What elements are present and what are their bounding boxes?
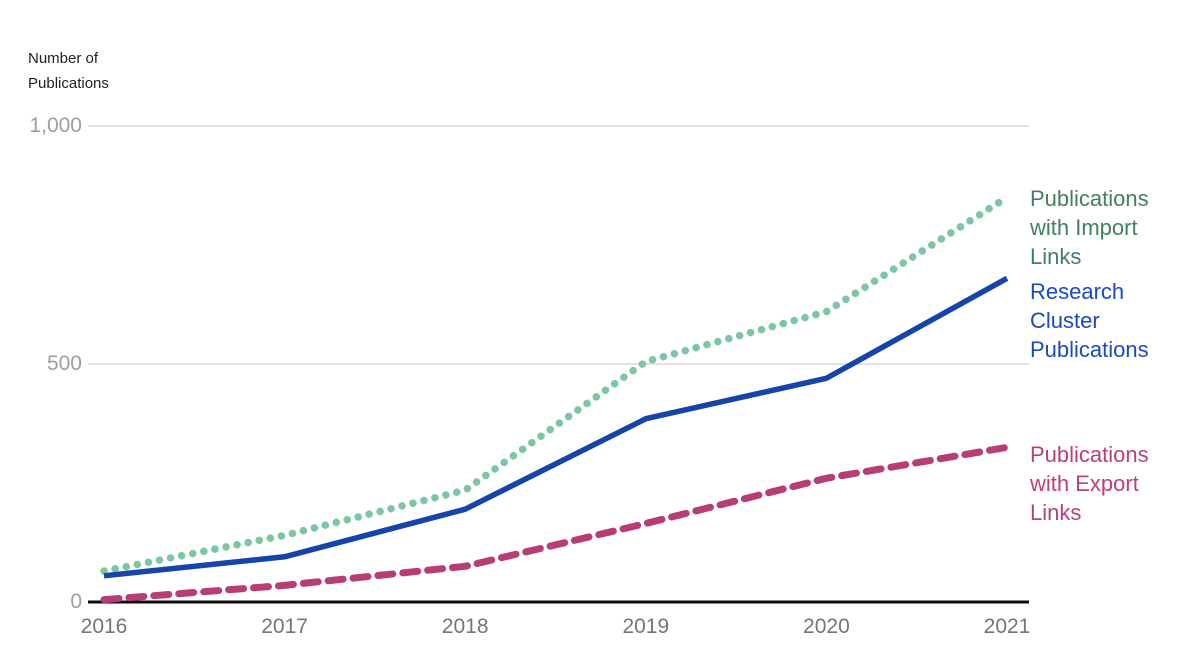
y-tick-label-0: 0	[70, 590, 82, 613]
x-tick-label-2016: 2016	[80, 615, 128, 638]
series-line-2-dashed	[100, 443, 1011, 604]
x-tick-label-2019: 2019	[622, 615, 670, 638]
series-line-1-solid	[103, 275, 1009, 579]
y-tick-label-1,000: 1,000	[29, 114, 82, 137]
y-tick-label-500: 500	[46, 352, 82, 375]
series-line-0-dotted	[100, 193, 1011, 575]
x-tick-label-2020: 2020	[803, 615, 850, 638]
series-label-publications-with-export-links: Publications with Export Links	[1030, 442, 1149, 525]
y-axis-title: Number of Publications	[28, 50, 109, 92]
x-tick-label-2021: 2021	[983, 615, 1031, 638]
series-label-publications-with-import-links: Publications with Import Links	[1030, 186, 1149, 269]
series-label-research-cluster-publications: Research Cluster Publications	[1030, 279, 1149, 362]
x-tick-label-2018: 2018	[441, 615, 489, 638]
x-tick-label-2017: 2017	[261, 615, 308, 638]
